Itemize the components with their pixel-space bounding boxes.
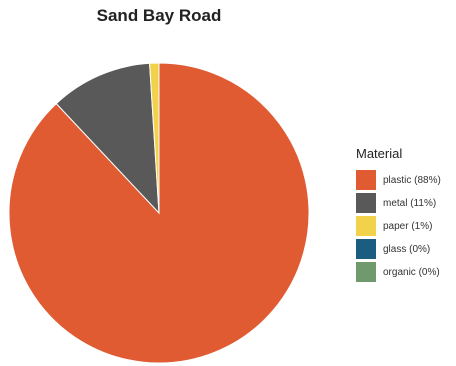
legend-item-metal: metal (11%) xyxy=(356,192,441,214)
legend-swatch-glass xyxy=(356,239,376,259)
pie-slice-metal xyxy=(55,62,160,215)
legend-swatch-organic xyxy=(356,262,376,282)
legend-label-paper: paper (1%) xyxy=(383,220,433,232)
legend-items: plastic (88%) metal (11%) paper (1%) glass … xyxy=(356,169,441,283)
pie-slices xyxy=(8,62,310,364)
legend-swatch-plastic xyxy=(356,170,376,190)
legend-swatch-paper xyxy=(356,216,376,236)
legend-label-glass: glass (0%) xyxy=(383,243,431,255)
legend-title: Material xyxy=(356,146,403,161)
legend-item-plastic: plastic (88%) xyxy=(356,169,441,191)
legend-item-glass: glass (0%) xyxy=(356,238,441,260)
pie-slice-paper xyxy=(149,62,160,214)
legend-item-organic: organic (0%) xyxy=(356,261,441,283)
legend: Material plastic (88%) metal (11%) paper (… xyxy=(356,146,441,284)
legend-label-metal: metal (11%) xyxy=(383,197,437,209)
legend-label-plastic: plastic (88%) xyxy=(383,174,441,186)
pie-slice-plastic xyxy=(8,62,310,364)
chart-title: Sand Bay Road xyxy=(96,6,222,25)
legend-item-paper: paper (1%) xyxy=(356,215,441,237)
legend-swatch-metal xyxy=(356,193,376,213)
legend-label-organic: organic (0%) xyxy=(383,266,440,278)
